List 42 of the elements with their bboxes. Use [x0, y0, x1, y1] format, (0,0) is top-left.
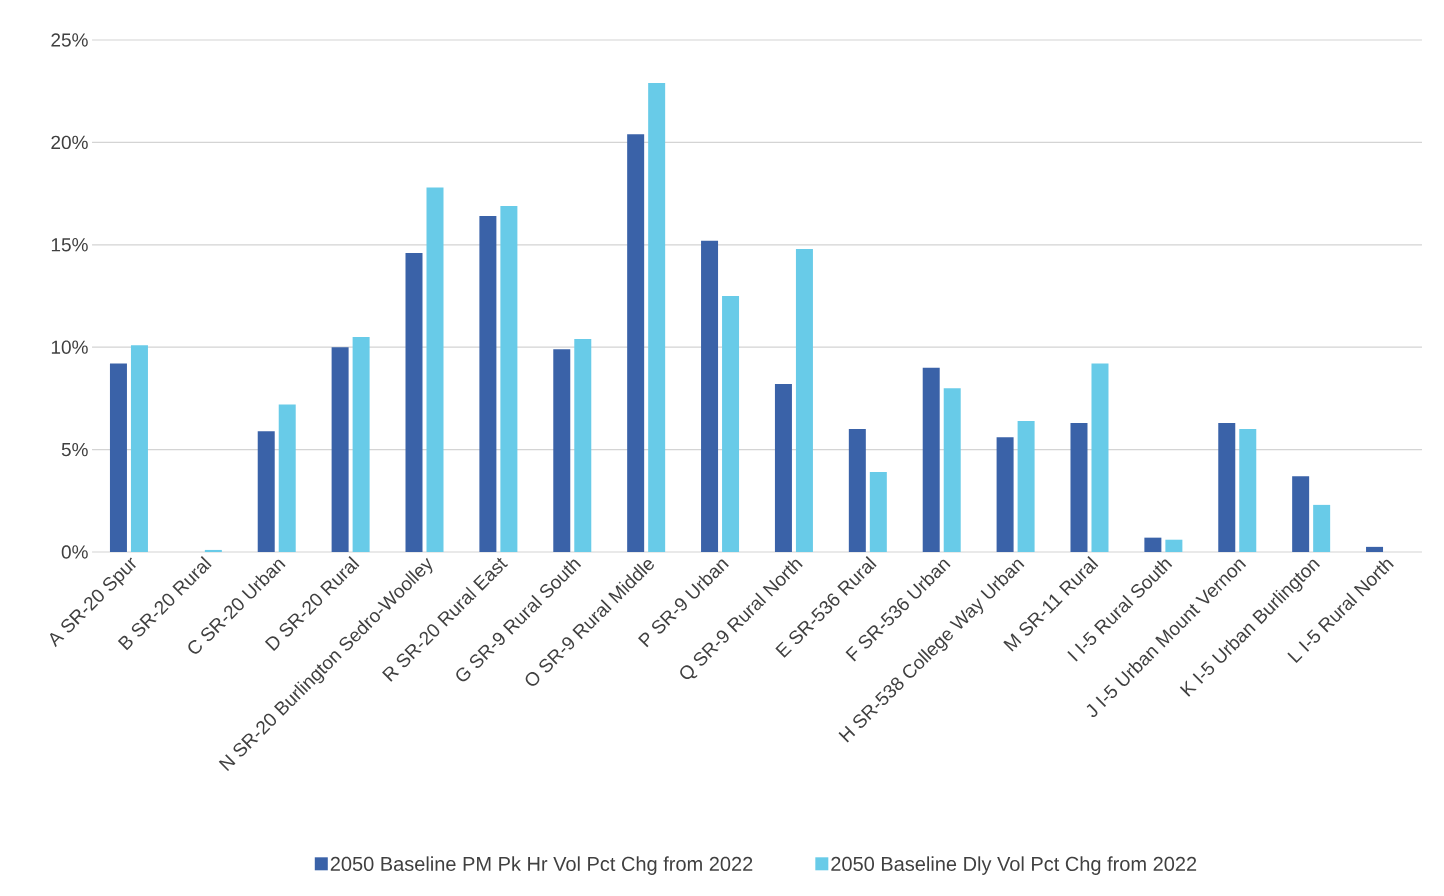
- bar: [331, 347, 349, 552]
- legend-label: 2050 Baseline Dly Vol Pct Chg from 2022: [831, 856, 1197, 875]
- bar: [1144, 537, 1162, 552]
- bar: [848, 429, 866, 552]
- bar: [701, 240, 719, 552]
- bar: [774, 384, 792, 552]
- y-tick-label: 0%: [61, 545, 88, 559]
- bar: [130, 345, 148, 552]
- bar: [1313, 504, 1331, 552]
- bar: [1165, 539, 1183, 552]
- bar: [869, 472, 887, 552]
- y-tick-label: 25%: [51, 33, 88, 47]
- bar: [109, 363, 127, 552]
- bar: [352, 336, 370, 552]
- bar: [574, 339, 592, 552]
- y-tick-label: 10%: [51, 340, 88, 354]
- bar: [204, 549, 222, 552]
- y-tick-label: 15%: [51, 238, 88, 252]
- bar: [257, 431, 275, 552]
- bar: [943, 388, 961, 552]
- bar: [1091, 363, 1109, 552]
- legend-label: 2050 Baseline PM Pk Hr Vol Pct Chg from 2022: [330, 856, 753, 875]
- bar: [553, 349, 571, 552]
- bar: [922, 367, 940, 552]
- bar: [405, 252, 423, 552]
- bar: [1017, 420, 1035, 552]
- y-tick-label: 5%: [61, 442, 88, 457]
- bar: [996, 437, 1014, 552]
- bar: [278, 404, 296, 552]
- bar: [500, 205, 518, 552]
- bar: [1366, 546, 1384, 552]
- bar: [795, 248, 813, 552]
- bar: [627, 134, 645, 552]
- bar: [1218, 422, 1236, 552]
- bar: [426, 187, 444, 552]
- bar: [722, 295, 740, 552]
- bar: [479, 216, 497, 552]
- bar: [1239, 429, 1257, 552]
- bar: [1292, 476, 1310, 552]
- bar: [1070, 422, 1088, 552]
- bar: [648, 83, 666, 552]
- y-tick-label: 20%: [51, 135, 88, 150]
